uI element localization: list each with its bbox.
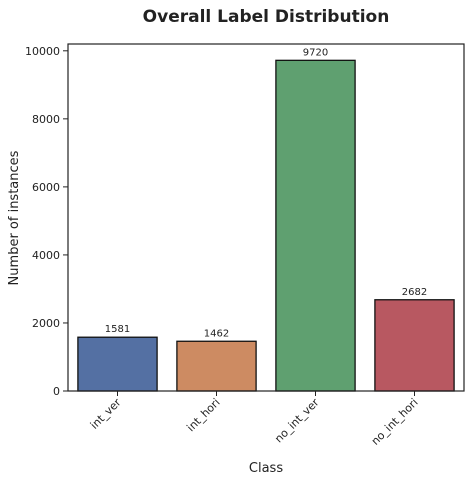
y-tick-label: 4000 xyxy=(32,249,60,262)
x-tick-label-no-int-hori: no_int_hori xyxy=(369,396,421,448)
x-tick-label-int-hori: int_hori xyxy=(184,396,222,434)
plot-area: 1581 int_ver 1462 int_hori 9720 no_int_ver 268… xyxy=(25,43,465,448)
y-tick-label: 8000 xyxy=(32,113,60,126)
data-label-no-int-hori: 2682 xyxy=(402,287,427,298)
y-tick-label: 2000 xyxy=(32,317,60,330)
x-axis-label: Class xyxy=(249,461,283,476)
data-label-int-hori: 1462 xyxy=(204,328,229,339)
bar-no-int-hori xyxy=(374,299,455,392)
x-tick-label-int-ver: int_ver xyxy=(88,396,124,432)
chart-title: Overall Label Distribution xyxy=(143,7,390,27)
y-tick-label: 10000 xyxy=(25,45,60,58)
bar-int-hori xyxy=(176,340,257,392)
plot-frame xyxy=(67,43,465,392)
bar-int-ver xyxy=(77,336,158,392)
x-tick-label-no-int-ver: no_int_ver xyxy=(272,396,322,446)
bar-no-int-ver xyxy=(275,59,356,392)
data-label-int-ver: 1581 xyxy=(105,324,130,335)
y-axis-label: Number of instances xyxy=(7,150,22,285)
y-tick-label: 0 xyxy=(53,385,60,398)
data-label-no-int-ver: 9720 xyxy=(303,47,328,58)
y-tick-label: 6000 xyxy=(32,181,60,194)
